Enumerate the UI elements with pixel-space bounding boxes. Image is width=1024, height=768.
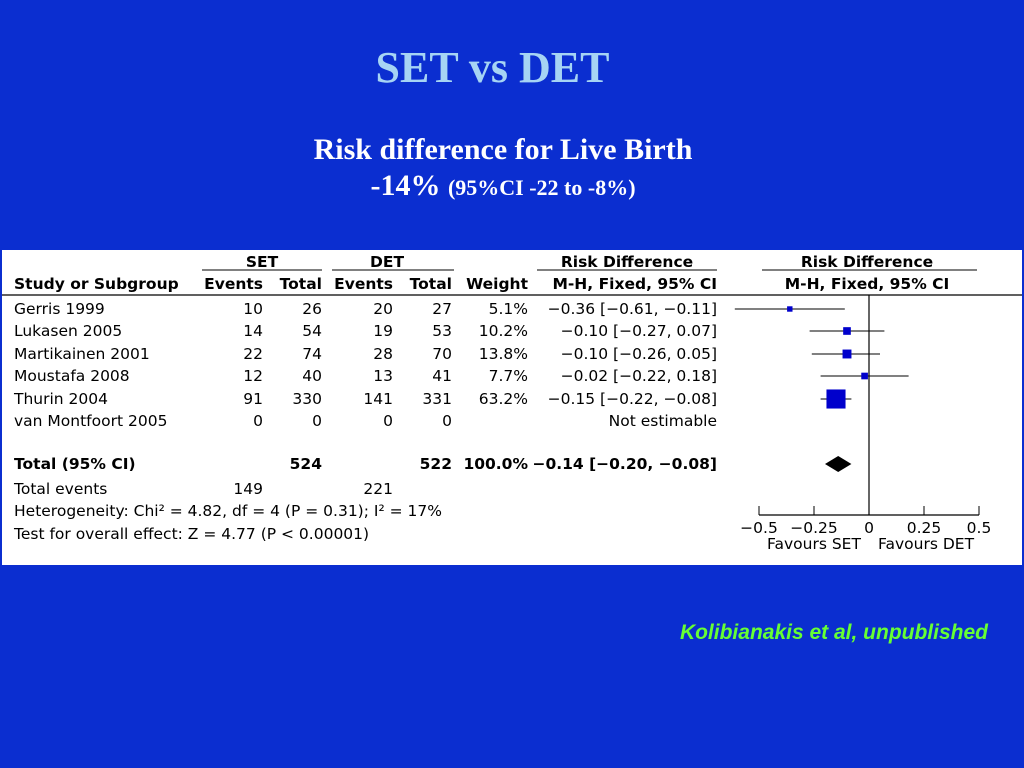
row-det-events: 13 (373, 367, 393, 385)
forest-plot-panel: −0.5 −0.25 0 0.25 0.5 SET DET Risk Differenc… (2, 250, 1022, 565)
total-events-set: 149 (233, 480, 263, 498)
set-group-header: SET (245, 253, 279, 271)
col-study: Study or Subgroup (14, 275, 179, 293)
col-set-events: Events (204, 275, 263, 293)
row-det-total: 331 (422, 390, 452, 408)
pooled-diamond (825, 456, 852, 472)
citation: Kolibianakis et al, unpublished (679, 621, 988, 644)
x-tick-label: 0 (864, 519, 874, 537)
row-set-total: 330 (292, 390, 322, 408)
total-set: 524 (289, 455, 322, 473)
plot-group-header: Risk Difference (800, 253, 934, 271)
row-set-total: 0 (312, 412, 322, 430)
subtitle-line-2: -14% (95%CI -22 to -8%) (0, 168, 1006, 206)
row-det-events: 28 (373, 345, 393, 363)
row-study: Martikainen 2001 (14, 345, 150, 363)
study-point (861, 372, 868, 380)
row-weight: 10.2% (478, 322, 528, 340)
total-label: Total (95% CI) (14, 455, 136, 473)
row-set-events: 91 (243, 390, 263, 408)
row-set-total: 40 (302, 367, 322, 385)
row-ci: −0.10 [−0.27, 0.07] (560, 322, 717, 340)
row-ci: −0.36 [−0.61, −0.11] (547, 300, 717, 318)
det-group-header: DET (369, 253, 405, 271)
row-set-events: 14 (243, 322, 263, 340)
total-weight: 100.0% (463, 455, 528, 473)
x-tick-label: 0.5 (967, 519, 992, 537)
row-weight: 63.2% (478, 390, 528, 408)
row-det-events: 0 (383, 412, 393, 430)
row-study: van Montfoort 2005 (14, 412, 168, 430)
favours-right-label: Favours DET (878, 535, 975, 553)
row-det-events: 141 (363, 390, 393, 408)
row-ci: −0.02 [−0.22, 0.18] (560, 367, 717, 385)
row-set-events: 10 (243, 300, 263, 318)
total-det: 522 (419, 455, 452, 473)
row-det-total: 27 (432, 300, 452, 318)
x-tick-label: −0.25 (790, 519, 838, 537)
x-tick-label: 0.25 (907, 519, 942, 537)
study-point (842, 349, 852, 359)
total-events-label: Total events (14, 480, 108, 498)
overall-effect-stat: Test for overall effect: Z = 4.77 (P < 0… (14, 525, 370, 543)
total-ci: −0.14 [−0.20, −0.08] (532, 455, 717, 473)
row-set-total: 54 (302, 322, 322, 340)
row-ci: −0.15 [−0.22, −0.08] (547, 390, 717, 408)
row-study: Lukasen 2005 (14, 322, 123, 340)
col-det-total: Total (409, 275, 452, 293)
row-weight: 7.7% (488, 367, 528, 385)
row-set-total: 26 (302, 300, 322, 318)
total-events-det: 221 (363, 480, 393, 498)
row-study: Gerris 1999 (14, 300, 105, 318)
row-set-events: 0 (253, 412, 263, 430)
row-set-total: 74 (302, 345, 322, 363)
heterogeneity-stat: Heterogeneity: Chi² = 4.82, df = 4 (P = … (14, 502, 442, 520)
study-point (787, 306, 793, 312)
slide-subtitle: Risk difference for Live Birth -14% (95%… (0, 132, 1006, 206)
favours-left-label: Favours SET (767, 535, 861, 553)
col-weight: Weight (466, 275, 528, 293)
row-set-events: 12 (243, 367, 263, 385)
row-study: Moustafa 2008 (14, 367, 130, 385)
row-det-total: 0 (442, 412, 452, 430)
row-ci: −0.10 [−0.26, 0.05] (560, 345, 717, 363)
row-det-total: 53 (432, 322, 452, 340)
col-plot-method: M-H, Fixed, 95% CI (784, 275, 950, 293)
rd-group-header: Risk Difference (560, 253, 694, 271)
col-det-events: Events (334, 275, 393, 293)
row-det-events: 19 (373, 322, 393, 340)
row-det-total: 70 (432, 345, 452, 363)
col-set-total: Total (279, 275, 322, 293)
subtitle-line-1: Risk difference for Live Birth (313, 133, 693, 166)
col-rd-ci: M-H, Fixed, 95% CI (552, 275, 717, 293)
row-det-total: 41 (432, 367, 452, 385)
row-ci: Not estimable (608, 412, 717, 430)
row-weight: 5.1% (488, 300, 528, 318)
row-set-events: 22 (243, 345, 263, 363)
x-tick-label: −0.5 (740, 519, 778, 537)
study-point (843, 327, 851, 335)
study-point (826, 389, 846, 409)
row-weight: 13.8% (478, 345, 528, 363)
forest-marks: −0.5 −0.25 0 0.25 0.5 (734, 295, 992, 537)
forest-plot-svg: −0.5 −0.25 0 0.25 0.5 (2, 269, 1022, 537)
slide-title: SET vs DET (375, 43, 610, 92)
pooled-ci: (95%CI -22 to -8%) (447, 175, 636, 200)
pooled-percent: -14% (370, 169, 441, 202)
row-det-events: 20 (373, 300, 393, 318)
row-study: Thurin 2004 (14, 390, 108, 408)
